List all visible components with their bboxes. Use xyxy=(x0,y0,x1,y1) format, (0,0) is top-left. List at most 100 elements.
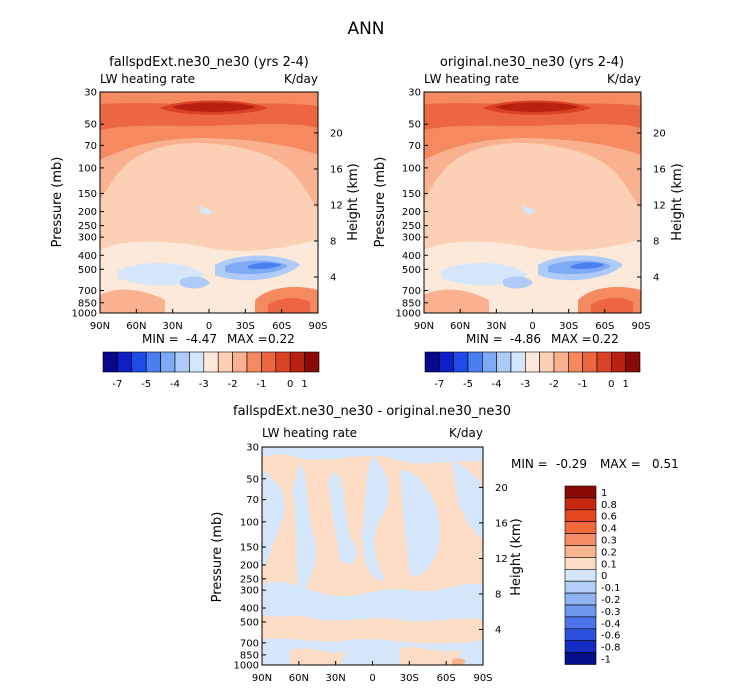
height-tick-label: 20 xyxy=(495,483,508,494)
colorbar-swatch xyxy=(439,351,454,373)
height-tick-label: 16 xyxy=(330,164,343,175)
panel-2: original.ne30_ne30 (yrs 2-4) LW heating … xyxy=(373,55,685,390)
colorbar-label: -7 xyxy=(434,379,444,390)
colorbar-swatch xyxy=(525,351,540,373)
height-tick-label: 20 xyxy=(653,128,666,139)
latitude-tick-label: 30N xyxy=(163,321,183,332)
pressure-tick-label: 500 xyxy=(78,265,97,276)
colorbar-swatch xyxy=(102,351,118,373)
pressure-tick-label: 150 xyxy=(402,189,421,200)
latitude-tick-label: 30N xyxy=(486,321,506,332)
height-tick-label: 8 xyxy=(330,236,336,247)
latitude-tick-label: 90N xyxy=(414,321,434,332)
colorbar-label: -1 xyxy=(578,379,588,390)
colorbar-swatch xyxy=(289,351,305,373)
pressure-tick-label: 400 xyxy=(240,604,259,615)
colorbar-swatch xyxy=(275,351,291,373)
panel-1-min-value: -4.47 xyxy=(186,332,217,346)
panel-3-variable-label: LW heating rate xyxy=(262,426,357,440)
panel-1-ylabel-right: Height (km) xyxy=(346,163,361,240)
latitude-tick-label: 60S xyxy=(595,321,614,332)
colorbar-label: 1 xyxy=(601,488,607,499)
pressure-tick-label: 400 xyxy=(402,251,421,262)
pressure-tick-label: 150 xyxy=(78,189,97,200)
pressure-tick-label: 300 xyxy=(78,233,97,244)
panel-1-min-label: MIN = xyxy=(142,332,179,346)
panel-2-max-label: MAX = xyxy=(551,332,592,346)
panel-2-min-label: MIN = xyxy=(466,332,503,346)
pressure-tick-label: 50 xyxy=(408,120,421,131)
colorbar-swatch xyxy=(189,351,205,373)
colorbar-label: -3 xyxy=(520,379,530,390)
colorbar-swatch xyxy=(564,533,597,546)
latitude-tick-label: 90S xyxy=(473,673,492,684)
height-tick-label: 12 xyxy=(330,200,343,211)
panel-1: fallspdExt.ne30_ne30 (yrs 2-4) LW heatin… xyxy=(50,55,361,390)
pressure-tick-label: 200 xyxy=(240,560,259,571)
colorbar-swatch xyxy=(564,485,597,499)
pressure-tick-label: 300 xyxy=(240,586,259,597)
colorbar-label: -0.3 xyxy=(601,607,621,618)
pressure-tick-label: 700 xyxy=(78,286,97,297)
colorbar-label: -5 xyxy=(463,379,473,390)
latitude-tick-label: 60N xyxy=(289,673,309,684)
height-tick-label: 12 xyxy=(653,200,666,211)
pressure-tick-label: 850 xyxy=(402,298,421,309)
panel-3: fallspdExt.ne30_ne30 - original.ne30_ne3… xyxy=(210,404,679,684)
colorbar-swatch xyxy=(453,351,469,373)
pressure-tick-label: 1000 xyxy=(396,309,421,320)
colorbar-swatch xyxy=(160,351,176,373)
pressure-tick-label: 250 xyxy=(402,221,421,232)
latitude-tick-label: 90N xyxy=(90,321,110,332)
colorbar-swatch xyxy=(482,351,497,373)
panel-2-ylabel: Pressure (mb) xyxy=(373,157,388,248)
colorbar-swatch xyxy=(304,351,320,373)
colorbar-label: 0.8 xyxy=(601,500,617,511)
pressure-tick-label: 50 xyxy=(84,120,97,131)
colorbar-label: -1 xyxy=(601,655,611,666)
panel-2-field xyxy=(424,92,641,313)
latitude-tick-label: 60N xyxy=(126,321,146,332)
colorbar-label: -2 xyxy=(549,379,559,390)
pressure-tick-label: 700 xyxy=(240,638,259,649)
pressure-tick-label: 100 xyxy=(240,517,259,528)
colorbar-swatch xyxy=(510,351,526,373)
pressure-tick-label: 50 xyxy=(246,474,259,485)
panel-1-ylabel: Pressure (mb) xyxy=(50,157,65,248)
colorbar-swatch xyxy=(564,652,597,665)
colorbar-label: -4 xyxy=(492,379,502,390)
height-tick-label: 4 xyxy=(653,272,659,283)
pressure-tick-label: 250 xyxy=(78,221,97,232)
colorbar-swatch xyxy=(217,351,233,373)
panel-1-field xyxy=(100,92,318,313)
height-tick-label: 4 xyxy=(330,272,336,283)
pressure-tick-label: 500 xyxy=(240,617,259,628)
colorbar-label: 0.1 xyxy=(601,559,617,570)
panel-2-max-value: 0.22 xyxy=(592,332,619,346)
latitude-tick-label: 90S xyxy=(308,321,327,332)
colorbar-swatch xyxy=(553,351,569,373)
colorbar-swatch xyxy=(564,592,597,606)
panel-2-units-label: K/day xyxy=(607,72,641,86)
latitude-tick-label: 60S xyxy=(272,321,291,332)
panel-3-field xyxy=(262,447,483,665)
colorbar-swatch xyxy=(625,351,641,373)
colorbar-label: -0.4 xyxy=(601,619,621,630)
panel-2-title: original.ne30_ne30 (yrs 2-4) xyxy=(440,55,624,70)
panel-3-max-value: 0.51 xyxy=(652,457,679,471)
colorbar-swatch xyxy=(261,351,277,373)
panel-2-ylabel-right: Height (km) xyxy=(670,163,685,240)
panel-2-min-value: -4.86 xyxy=(510,332,541,346)
height-tick-label: 12 xyxy=(495,554,508,565)
colorbar-label: -5 xyxy=(141,379,151,390)
colorbar-swatch xyxy=(564,604,597,618)
pressure-tick-label: 250 xyxy=(240,574,259,585)
colorbar-label: -1 xyxy=(256,379,266,390)
panel-2-variable-label: LW heating rate xyxy=(424,72,519,86)
colorbar-swatch xyxy=(145,351,161,373)
colorbar-swatch xyxy=(424,351,440,373)
pressure-tick-label: 1000 xyxy=(234,661,259,672)
colorbar-swatch xyxy=(568,351,583,373)
colorbar-label: 1 xyxy=(622,379,628,390)
pressure-tick-label: 300 xyxy=(402,233,421,244)
